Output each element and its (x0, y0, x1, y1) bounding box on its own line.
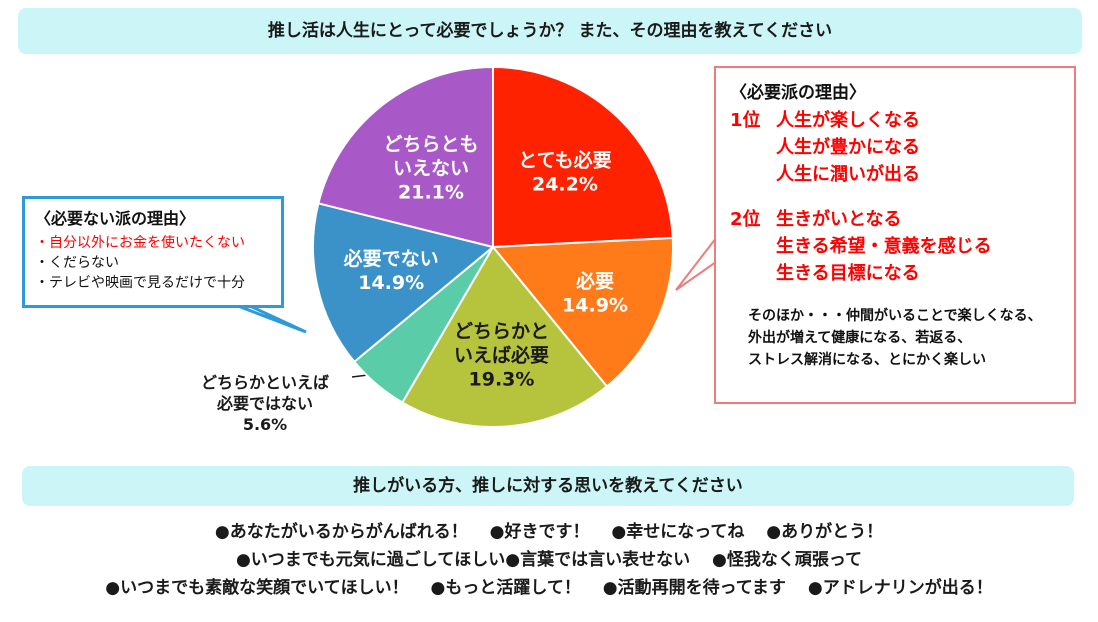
message-line: ●いつまでも元気に過ごしてほしい●言葉では言い表せない ●怪我なく頑張って (0, 546, 1098, 574)
pie-slice (317, 65, 494, 249)
rank-1-block: 1位 人生が楽しくなる 人生が豊かになる 人生に潤いが出る (730, 107, 1060, 188)
reason-item: ・くだらない (35, 255, 119, 271)
slice-value-label: 14.9% (358, 272, 424, 294)
fan-message: ●好きです！ (489, 522, 590, 542)
fan-message: ●もっと活躍して！ (430, 578, 581, 598)
slice-category-label: 必要でない (343, 247, 439, 270)
other-reason-line: 外出が増えて健康になる、若返る、 (748, 330, 972, 346)
rank-reason: 人生に潤いが出る (776, 164, 920, 185)
slice-value-label: 19.3% (469, 369, 535, 391)
fan-question-banner: 推しがいる方、推しに対する思いを教えてください (22, 466, 1074, 506)
slice-category-label: 必要 (575, 269, 614, 292)
reason-item: ・テレビや映画で見るだけで十分 (35, 275, 245, 291)
slice-label-line: どちらかといえば (200, 373, 329, 392)
not-necessary-reasons-box: 〈必要ない派の理由〉 ・自分以外にお金を使いたくない ・くだらない ・テレビや映… (22, 196, 284, 308)
rank-2-block: 2位 生きがいとなる 生きる希望・意義を感じる 生きる目標になる (730, 206, 1060, 287)
slice-value-label: 21.1% (398, 182, 464, 204)
slice-value-label: 24.2% (532, 173, 598, 195)
message-line: ●あなたがいるからがんばれる！ ●好きです！ ●幸せになってね ●ありがとう！ (0, 518, 1098, 546)
survey-question: 推し活は人生にとって必要でしょうか？ また、その理由を教えてください (267, 21, 833, 41)
necessary-reasons-title: 〈必要派の理由〉 (730, 83, 866, 103)
other-reasons: そのほか・・・仲間がいることで楽しくなる、 外出が増えて健康になる、若返る、 ス… (730, 305, 1060, 371)
rank-reason: 生きる希望・意義を感じる (776, 236, 992, 257)
rank-reason: 人生が豊かになる (776, 137, 920, 158)
necessary-reasons-box: 〈必要派の理由〉 1位 人生が楽しくなる 人生が豊かになる 人生に潤いが出る 2位… (714, 66, 1076, 404)
slice-label-line: 必要ではない (216, 394, 313, 413)
fan-question: 推しがいる方、推しに対する思いを教えてください (353, 476, 743, 496)
message-line: ●いつまでも素敵な笑顔でいてほしい！ ●もっと活躍して！ ●活動再開を待ってます… (0, 574, 1098, 602)
fan-message: ●アドレナリンが出る！ (807, 578, 993, 598)
other-reason-line: そのほか・・・仲間がいることで楽しくなる、 (748, 308, 1042, 324)
rank-reason: 生きがいとなる (776, 209, 902, 230)
fan-message: ●ありがとう！ (766, 522, 884, 542)
fan-message: ●あなたがいるからがんばれる！ (214, 522, 468, 542)
rank-number: 1位 (730, 110, 761, 131)
fan-message: ●いつまでも素敵な笑顔でいてほしい！ (105, 578, 409, 598)
fan-message: ●活動再開を待ってます (602, 578, 786, 598)
other-reason-line: ストレス解消になる、とにかく楽しい (748, 352, 986, 368)
rank-reason: 生きる目標になる (776, 263, 920, 284)
rank-reason: 人生が楽しくなる (776, 110, 920, 131)
rank-number: 2位 (730, 209, 761, 230)
survey-question-banner: 推し活は人生にとって必要でしょうか？ また、その理由を教えてください (18, 8, 1082, 54)
pie-slice (400, 245, 609, 428)
pie-slice (312, 202, 496, 364)
pie-slice (490, 236, 674, 388)
slice-category-label: どちらかと (454, 321, 549, 343)
fan-message: ●幸せになってね (611, 522, 745, 542)
slice-label-outside: どちらかといえば 必要ではない 5.6% (190, 372, 340, 435)
fan-message: ●いつまでも元気に過ごしてほしい●言葉では言い表せない (235, 550, 691, 570)
slice-value-label: 5.6% (242, 415, 288, 434)
slice-category-label: いえば必要 (454, 344, 549, 367)
fan-messages: ●あなたがいるからがんばれる！ ●好きです！ ●幸せになってね ●ありがとう！ … (0, 518, 1098, 602)
slice-category-label: とても必要 (518, 148, 611, 171)
pie-slice (492, 65, 674, 249)
fan-message: ●怪我なく頑張って (712, 550, 863, 570)
slice-value-label: 14.9% (562, 294, 628, 316)
slice-category-label: どちらとも (383, 134, 478, 156)
not-necessary-reasons-title: 〈必要ない派の理由〉 (35, 209, 196, 228)
reason-item: ・自分以外にお金を使いたくない (35, 235, 245, 251)
slice-category-label: いえない (393, 158, 469, 180)
